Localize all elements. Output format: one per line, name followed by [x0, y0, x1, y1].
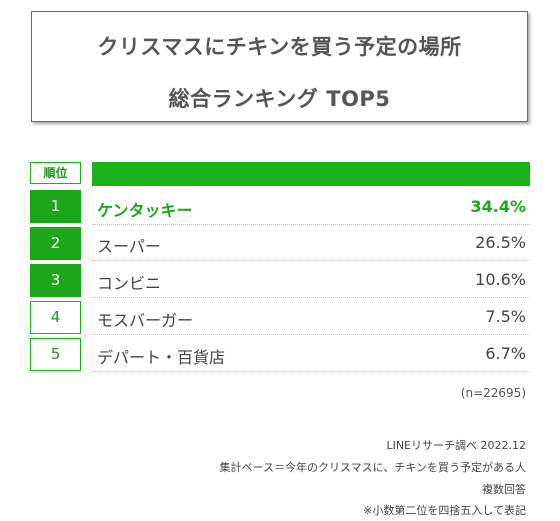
table-row: デパート・百貨店 6.7%	[92, 336, 530, 372]
row-value: 7.5%	[485, 307, 526, 326]
rank-cell-4: 4	[30, 301, 81, 334]
row-value: 34.4%	[470, 197, 526, 216]
row-value: 10.6%	[475, 270, 526, 289]
row-value: 26.5%	[475, 233, 526, 252]
row-label: モスバーガー	[97, 311, 194, 330]
rounding-note: ※小数第二位を四捨五入して表記	[363, 504, 526, 517]
row-value: 6.7%	[485, 344, 526, 363]
row-label: コンビニ	[97, 274, 162, 293]
rank-cell-5: 5	[30, 338, 81, 371]
source-note: LINEリサーチ調べ 2022.12	[386, 439, 526, 452]
table-header-bar	[92, 162, 530, 186]
rank-cell-3: 3	[30, 264, 81, 297]
rank-column-header: 順位	[30, 162, 81, 184]
row-label: スーパー	[97, 237, 161, 256]
answer-type-note: 複数回答	[482, 483, 526, 496]
row-label: ケンタッキー	[97, 201, 193, 220]
table-row: スーパー 26.5%	[92, 225, 530, 261]
rank-cell-2: 2	[30, 227, 81, 260]
row-label: デパート・百貨店	[97, 348, 226, 367]
table-row: ケンタッキー 34.4%	[92, 189, 530, 225]
rank-cell-1: 1	[30, 190, 81, 223]
sample-size: (n=22695)	[460, 386, 526, 400]
title-box: クリスマスにチキンを買う予定の場所 総合ランキング TOP5	[31, 11, 528, 122]
table-row: モスバーガー 7.5%	[92, 299, 530, 335]
title-line-1: クリスマスにチキンを買う予定の場所	[97, 35, 462, 59]
table-row: コンビニ 10.6%	[92, 262, 530, 298]
title-line-2: 総合ランキング TOP5	[168, 87, 391, 111]
base-note: 集計ベース＝今年のクリスマスに、チキンを買う予定がある人	[219, 461, 526, 474]
